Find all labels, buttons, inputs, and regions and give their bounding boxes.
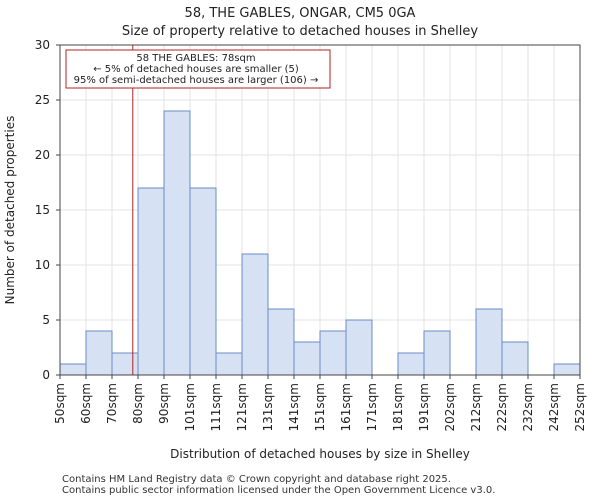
bar	[397, 352, 425, 376]
bar	[241, 253, 269, 376]
x-tick-label: 80sqm	[131, 383, 145, 424]
y-axis-label: Number of detached properties	[3, 116, 17, 305]
chart-title: 58, THE GABLES, ONGAR, CM5 0GA	[184, 6, 416, 21]
x-tick-label: 242sqm	[547, 383, 561, 431]
x-tick-label: 101sqm	[183, 383, 197, 431]
bar	[137, 187, 165, 376]
bar	[189, 187, 217, 376]
bar	[319, 330, 347, 376]
bar	[59, 363, 87, 376]
y-tick-label: 15	[35, 203, 50, 217]
chart-subtitle: Size of property relative to detached ho…	[121, 24, 479, 39]
x-tick-label: 222sqm	[495, 383, 509, 431]
annotation-line-1: 58 THE GABLES: 78sqm	[136, 53, 255, 64]
bar	[163, 110, 191, 376]
x-tick-label: 141sqm	[287, 383, 301, 431]
annotation-line-3: 95% of semi-detached houses are larger (…	[74, 75, 319, 86]
bars	[59, 110, 581, 376]
bar	[293, 341, 321, 376]
bar	[111, 352, 139, 376]
x-tick-label: 121sqm	[235, 383, 249, 431]
x-tick-label: 232sqm	[521, 383, 535, 431]
x-tick-label: 191sqm	[417, 383, 431, 431]
x-tick-label: 171sqm	[365, 383, 379, 431]
x-tick-label: 70sqm	[105, 383, 119, 424]
bar	[501, 341, 529, 376]
bar	[423, 330, 451, 376]
y-tick-label: 10	[35, 258, 50, 272]
bar	[553, 363, 581, 376]
y-tick-label: 5	[42, 313, 50, 327]
x-tick-label: 202sqm	[443, 383, 457, 431]
tick-labels: 0 5 10 15 20 25 30 50sqm 60sqm 70sqm 80sqm 90sqm 101…	[35, 38, 587, 431]
footer-line-2: Contains public sector information licen…	[62, 485, 496, 496]
y-tick-label: 20	[35, 148, 50, 162]
y-tick-label: 25	[35, 93, 50, 107]
x-tick-label: 131sqm	[261, 383, 275, 431]
x-tick-label: 212sqm	[469, 383, 483, 431]
bar	[85, 330, 113, 376]
x-tick-label: 181sqm	[391, 383, 405, 431]
x-tick-label: 90sqm	[157, 383, 171, 424]
x-tick-label: 60sqm	[79, 383, 93, 424]
y-tick-label: 0	[42, 368, 50, 382]
x-tick-label: 161sqm	[339, 383, 353, 431]
x-axis-label: Distribution of detached houses by size …	[170, 447, 470, 461]
x-tick-label: 151sqm	[313, 383, 327, 431]
x-tick-label: 50sqm	[53, 383, 67, 424]
bar	[475, 308, 503, 376]
x-tick-label: 252sqm	[573, 383, 587, 431]
footer-line-1: Contains HM Land Registry data © Crown c…	[62, 474, 451, 485]
bar	[345, 319, 373, 376]
annotation-frame	[65, 49, 331, 89]
y-tick-label: 30	[35, 38, 50, 52]
annotation-box: 58 THE GABLES: 78sqm ← 5% of detached ho…	[65, 49, 331, 89]
bar	[215, 352, 243, 376]
bar	[267, 308, 295, 376]
annotation-line-2: ← 5% of detached houses are smaller (5)	[93, 64, 299, 75]
x-tick-label: 111sqm	[209, 383, 223, 431]
